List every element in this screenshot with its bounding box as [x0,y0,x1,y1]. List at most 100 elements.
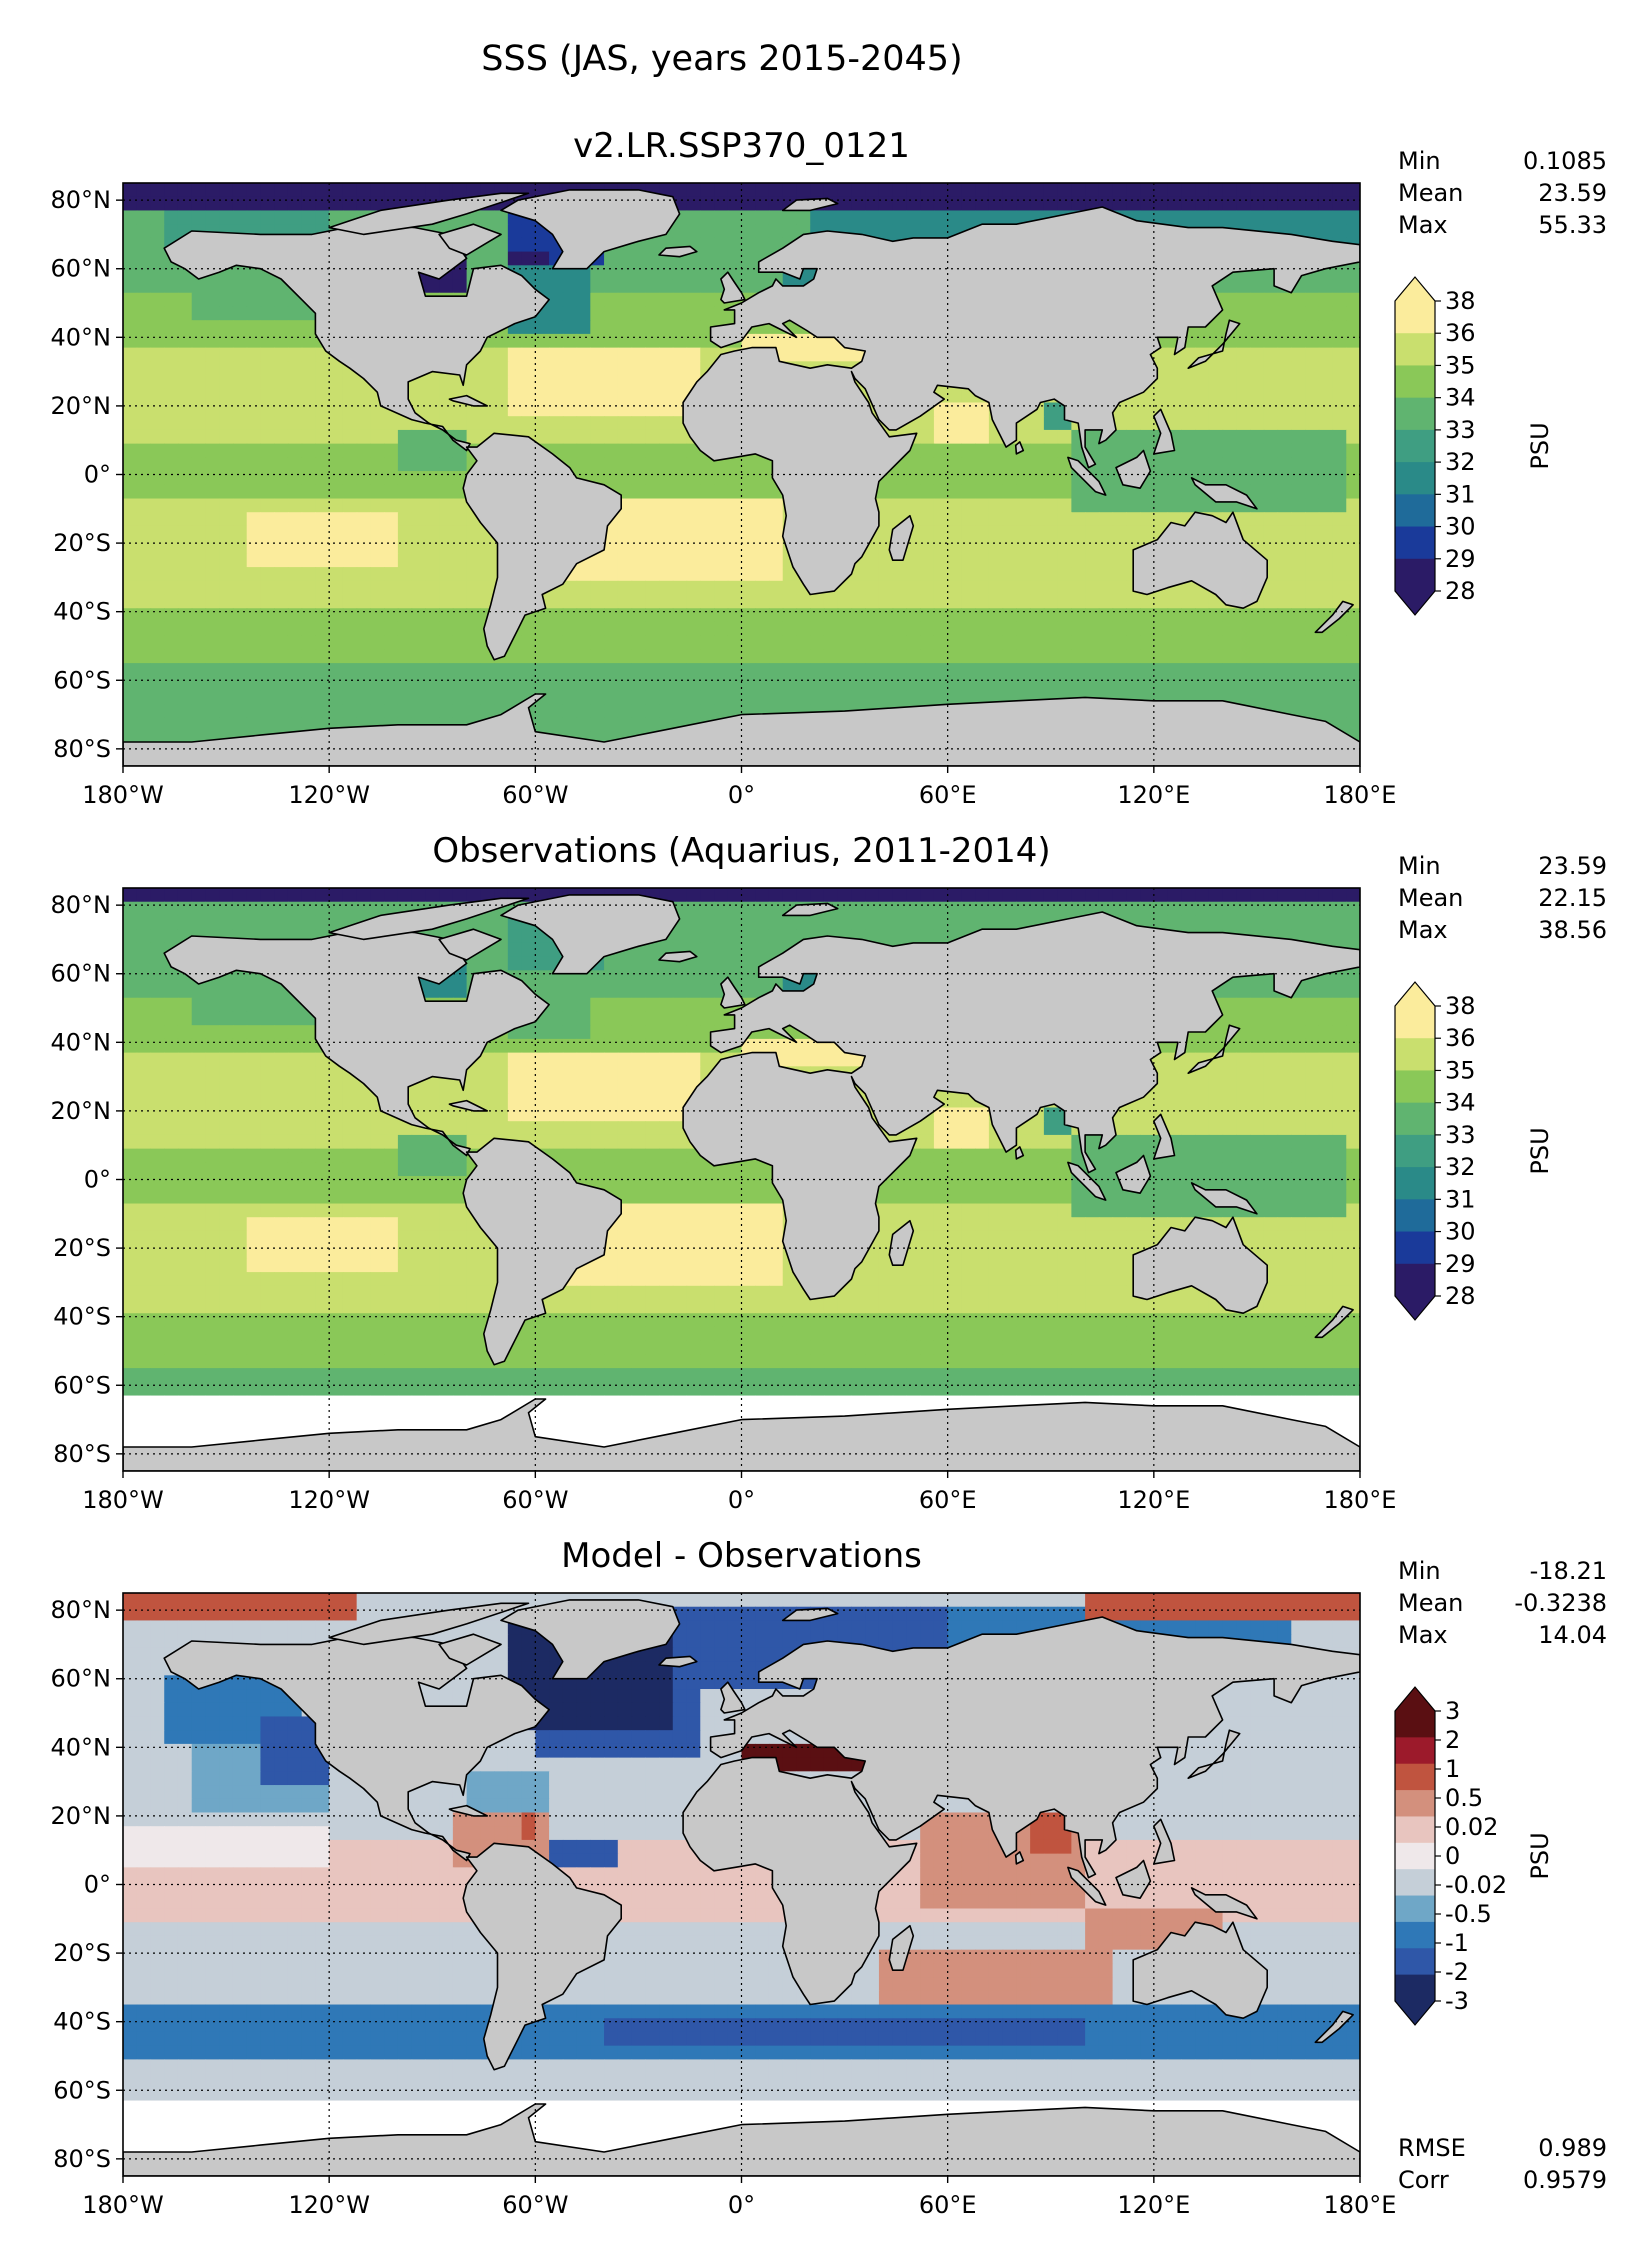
field-cell [480,347,495,362]
field-cell [219,525,234,541]
field-cell [177,621,193,637]
field-cell [1277,553,1292,568]
field-cell [1140,663,1155,678]
field-cell [219,279,234,294]
field-cell [686,635,701,650]
field-cell [659,539,674,554]
field-cell [219,704,234,719]
field-cell [452,471,468,486]
field-cell [315,375,330,390]
field-cell [1277,361,1292,376]
field-cell [219,1025,234,1040]
field-cell [1250,347,1265,362]
field-cell [617,553,633,568]
field-cell [700,484,715,500]
field-cell [755,237,770,253]
field-cell [123,970,138,985]
field-cell [768,210,784,225]
field-cell [1195,196,1210,212]
field-cell [411,429,426,445]
field-cell [631,717,646,733]
field-cell [590,1011,605,1026]
field-cell [617,956,633,971]
field-cell [1043,901,1059,917]
field-cell [177,183,193,198]
field-cell [1153,915,1169,930]
field-cell [150,704,165,719]
field-cell [1057,484,1072,500]
field-cell [150,361,165,376]
field-cell [123,443,138,458]
field-cell [315,484,330,500]
field-cell [1346,676,1360,692]
field-cell [1250,429,1265,445]
field-cell [631,608,646,623]
field-cell [219,984,234,999]
field-cell [232,347,248,362]
field-cell [246,457,262,472]
field-cell [535,388,550,404]
field-cell [1236,1025,1251,1040]
field-cell [452,663,468,678]
field-cell [164,333,179,349]
field-cell [1222,649,1237,664]
field-cell [136,333,152,349]
field-cell [604,265,619,280]
field-cell [494,347,509,362]
field-cell [576,621,591,637]
field-cell [150,512,165,527]
field-cell [466,361,481,376]
field-cell [562,1011,578,1026]
field-cell [136,347,152,362]
field-cell [1222,901,1237,917]
field-cell [246,676,262,692]
field-cell [727,901,743,917]
field-cell [851,649,866,664]
field-cell [645,265,660,280]
field-cell [1195,663,1210,678]
field-cell [645,608,660,623]
field-cell [920,649,935,664]
field-cell [260,320,275,335]
field-cell [219,443,234,458]
field-cell [865,567,880,582]
field-cell [123,580,138,596]
field-cell [920,429,935,445]
field-cell [342,388,358,404]
field-cell [865,621,880,637]
field-cell [1030,183,1045,198]
field-cell [535,333,550,349]
field-cell [232,443,248,458]
field-cell [136,388,152,404]
field-cell [1277,457,1292,472]
field-cell [1002,525,1017,541]
field-cell [659,361,674,376]
field-cell [686,457,701,472]
field-cell [466,888,481,903]
field-cell [219,621,234,637]
field-cell [768,594,784,609]
field-cell [232,608,248,623]
field-cell [164,265,179,280]
field-cell [246,663,262,678]
field-cell [1277,347,1292,362]
field-cell [521,663,536,678]
field-cell [617,443,633,458]
field-cell [342,567,358,582]
field-cell [1030,580,1045,596]
field-cell [521,956,536,971]
field-cell [741,690,756,705]
field-cell [177,347,193,362]
field-cell [136,649,152,664]
field-cell [686,608,701,623]
field-cell [342,888,358,903]
field-cell [1318,888,1334,903]
field-cell [1140,635,1155,650]
field-cell [1140,649,1155,664]
field-cell [1002,498,1017,513]
field-cell [837,210,853,225]
field-cell [1263,512,1279,527]
field-cell [645,429,660,445]
field-cell [260,388,275,404]
field-cell [480,956,495,971]
